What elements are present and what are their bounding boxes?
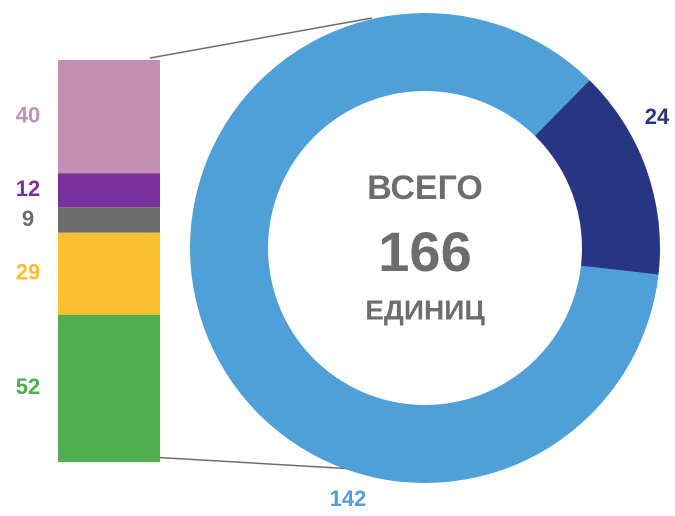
donut-segment <box>189 12 659 483</box>
bar-segment <box>58 60 160 174</box>
data-label: 40 <box>16 102 40 127</box>
bar-segment <box>58 207 160 233</box>
connector <box>149 456 373 471</box>
data-label: 12 <box>16 176 40 201</box>
donut-segment <box>534 80 660 275</box>
bar-segment <box>58 232 160 315</box>
bar-segment <box>58 173 160 208</box>
center-label-top: ВСЕГО <box>367 169 483 207</box>
data-label: 9 <box>22 206 34 231</box>
connector <box>149 17 373 59</box>
data-label: 52 <box>16 374 40 399</box>
bar-segment <box>58 314 160 462</box>
center-value: 166 <box>378 220 471 283</box>
data-label: 24 <box>645 104 670 129</box>
center-label-bottom: ЕДИНИЦ <box>365 294 485 325</box>
data-label: 142 <box>330 486 367 511</box>
data-label: 29 <box>16 260 40 285</box>
